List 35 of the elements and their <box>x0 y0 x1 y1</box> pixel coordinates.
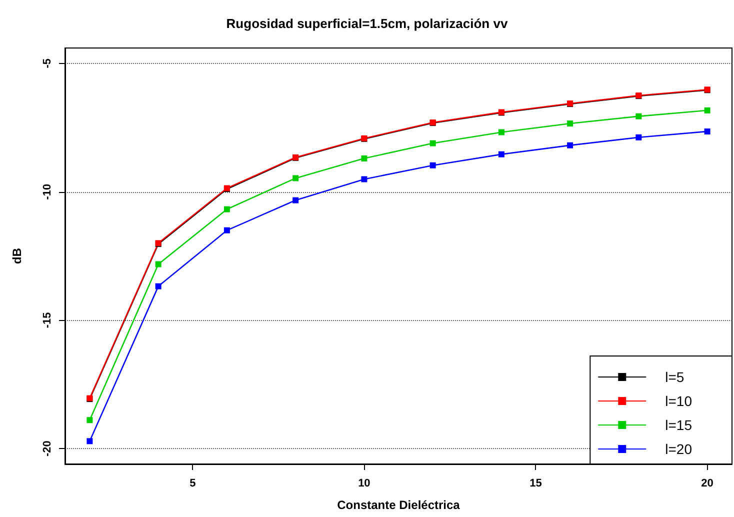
point <box>636 113 642 120</box>
point <box>430 162 436 168</box>
chart-title: Rugosidad superficial=1.5cm, polarización vv <box>226 16 508 31</box>
point <box>704 128 710 134</box>
x-tick-label: 10 <box>358 478 370 490</box>
point <box>361 176 368 182</box>
legend-label: l=20 <box>665 441 692 457</box>
point <box>361 155 368 162</box>
point <box>498 129 504 136</box>
point <box>86 438 93 444</box>
point <box>704 107 710 114</box>
point <box>636 134 642 140</box>
point <box>567 120 574 126</box>
point <box>155 261 162 268</box>
point <box>155 283 162 290</box>
legend-label: l=15 <box>665 417 692 433</box>
point <box>292 175 299 182</box>
point <box>292 197 299 204</box>
point <box>498 151 504 158</box>
x-tick-label: 20 <box>701 478 714 490</box>
legend-label: l=10 <box>665 393 692 409</box>
y-tick-label: -5 <box>42 58 54 68</box>
x-tick-label: 15 <box>530 478 542 490</box>
x-tick-label: 5 <box>190 478 196 490</box>
y-tick-label: -10 <box>42 184 54 200</box>
legend-label: l=5 <box>665 369 684 385</box>
y-tick-label: -20 <box>42 440 54 457</box>
y-axis-title: dB <box>10 248 24 264</box>
point <box>86 417 93 424</box>
point <box>224 227 230 234</box>
x-axis-title: Constante Dieléctrica <box>337 498 460 512</box>
point <box>224 206 230 212</box>
point <box>430 140 436 146</box>
point <box>567 142 574 148</box>
y-tick-label: -15 <box>42 312 54 328</box>
